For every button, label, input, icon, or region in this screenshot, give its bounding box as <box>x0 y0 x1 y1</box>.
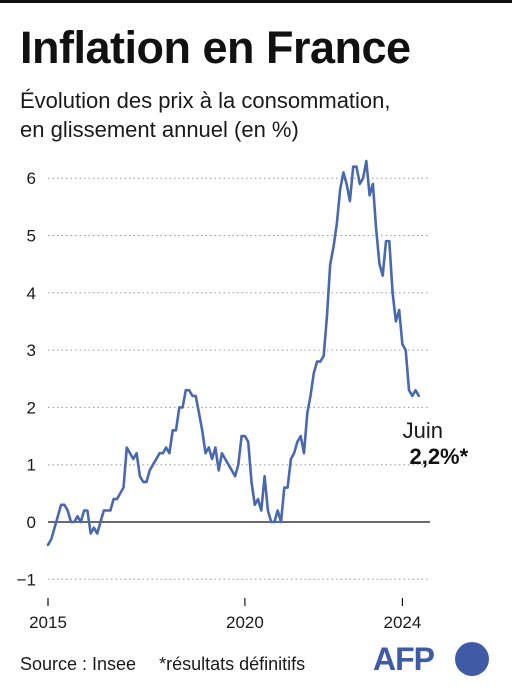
source-text: Source : Insee <box>20 654 137 674</box>
y-tick-label: 4 <box>27 284 36 303</box>
annotation-value-label: 2,2%* <box>409 444 468 469</box>
afp-logo: AFP <box>373 640 491 678</box>
x-tick-label: 2020 <box>226 613 264 632</box>
grid-lines <box>48 177 430 580</box>
x-tick-label: 2015 <box>29 613 67 632</box>
afp-logo-text: AFP <box>373 641 435 677</box>
y-tick-label: 5 <box>27 227 36 246</box>
footnote-text: *résultats définitifs <box>159 654 306 674</box>
chart-subtitle: Évolution des prix à la consommation, en… <box>20 86 500 144</box>
y-tick-label: 0 <box>27 513 36 532</box>
y-tick-label: 2 <box>27 398 36 417</box>
y-tick-label: 3 <box>27 341 36 360</box>
y-axis-labels: −1 0 1 2 3 4 5 6 <box>17 169 36 589</box>
y-tick-label: 6 <box>27 169 36 188</box>
annotation-month-label: Juin <box>403 418 443 443</box>
chart-title: Inflation en France <box>20 22 411 73</box>
y-tick-label: −1 <box>17 570 36 589</box>
subtitle-line-2: en glissement annuel (en %) <box>20 117 299 142</box>
y-tick-label: 1 <box>27 456 36 475</box>
top-rule <box>0 0 512 3</box>
x-axis: 2015 2020 2024 <box>29 598 421 632</box>
subtitle-line-1: Évolution des prix à la consommation, <box>20 88 391 113</box>
afp-logo-dot <box>455 642 489 676</box>
line-chart: −1 0 1 2 3 4 5 6 2015 2020 2024 Juin 2,2%* <box>17 159 469 632</box>
footer: Source : Insee *résultats définitifs <box>20 654 305 675</box>
x-tick-label: 2024 <box>384 613 422 632</box>
inflation-series-line <box>46 159 421 547</box>
